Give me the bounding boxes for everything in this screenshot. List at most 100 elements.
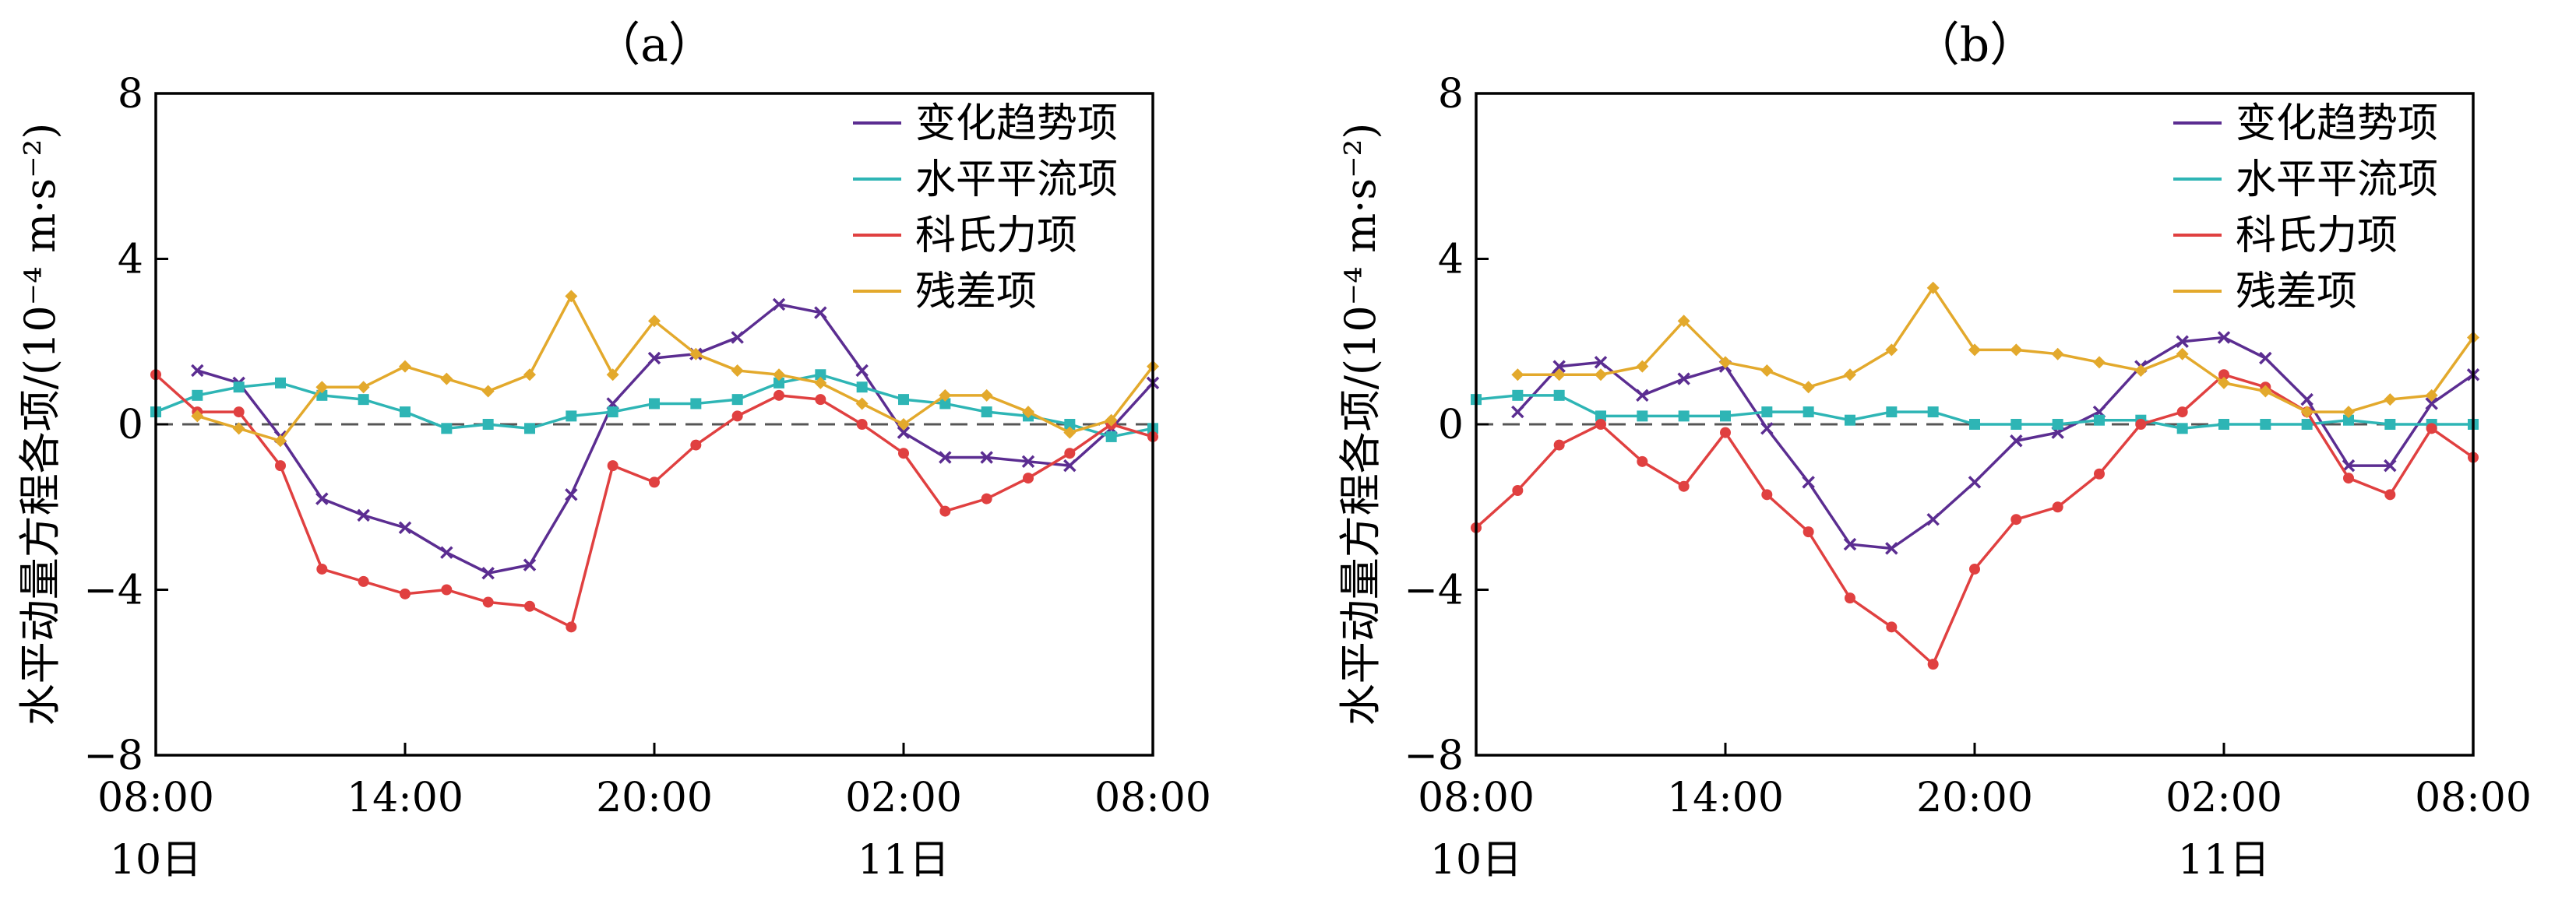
x-date-label: 10日 — [1430, 837, 1522, 884]
data-point — [233, 381, 245, 393]
data-point — [1720, 427, 1731, 438]
y-tick-label: 0 — [1438, 402, 1464, 448]
data-point — [2259, 351, 2272, 365]
data-point — [2134, 364, 2148, 377]
y-tick-label: 8 — [118, 71, 143, 118]
data-point — [357, 508, 370, 522]
y-tick-label: −8 — [83, 733, 143, 779]
data-point — [232, 422, 245, 435]
data-point — [399, 360, 411, 373]
data-point — [1760, 364, 1774, 377]
series-line — [1475, 373, 2475, 666]
y-axis-label: 水平动量方程各项/(10⁻⁴ m·s⁻²) — [16, 123, 65, 726]
data-point — [2384, 489, 2396, 501]
data-point — [1677, 315, 1690, 328]
data-point — [2301, 419, 2313, 430]
panel-title: （b） — [1913, 18, 2036, 72]
data-point — [1105, 413, 1118, 427]
data-point — [398, 521, 412, 535]
data-point — [2259, 385, 2272, 398]
data-point — [2094, 468, 2105, 480]
data-point — [1802, 381, 1815, 394]
series-3 — [191, 290, 1159, 448]
data-point — [814, 376, 827, 389]
series-1 — [1471, 389, 2479, 434]
data-point — [1844, 368, 1856, 381]
data-point — [1552, 360, 1566, 373]
data-point — [2010, 419, 2022, 430]
data-point — [481, 567, 495, 580]
data-point — [1843, 537, 1857, 551]
data-point — [1927, 659, 1939, 670]
legend-label: 变化趋势项 — [915, 100, 1118, 147]
data-point — [1511, 405, 1524, 419]
plot-frame — [1475, 92, 2475, 757]
data-point — [1678, 480, 1690, 492]
data-point — [939, 388, 952, 402]
data-point — [2425, 397, 2438, 410]
data-point — [647, 351, 661, 365]
data-point — [1885, 343, 1898, 357]
data-point — [2218, 419, 2229, 430]
data-point — [1885, 542, 1898, 555]
data-point — [191, 410, 204, 423]
data-point — [1969, 563, 1980, 575]
data-point — [2176, 423, 2188, 434]
series-0 — [1511, 331, 2480, 555]
y-tick-label: 0 — [118, 402, 143, 448]
data-point — [191, 364, 204, 378]
data-point — [607, 406, 618, 418]
data-point — [1926, 512, 1940, 526]
data-point — [400, 406, 411, 418]
plot-frame — [154, 92, 1154, 757]
y-tick-label: −4 — [83, 568, 143, 614]
data-point — [2342, 459, 2356, 473]
data-point — [1022, 406, 1034, 419]
y-tick-label: −8 — [1404, 733, 1464, 779]
data-point — [357, 381, 370, 394]
data-point — [441, 584, 453, 596]
data-point — [1552, 368, 1566, 381]
data-point — [814, 306, 827, 319]
data-point — [2217, 331, 2231, 344]
series-0 — [191, 297, 1160, 580]
data-point — [523, 368, 536, 381]
data-point — [2384, 393, 2397, 406]
data-point — [2300, 406, 2313, 419]
legend-label: 科氏力项 — [915, 213, 1077, 259]
data-point — [1594, 356, 1608, 369]
data-point — [1802, 476, 1815, 489]
data-point — [400, 588, 411, 599]
legend-label: 水平平流项 — [915, 156, 1118, 203]
x-tick-label: 02:00 — [845, 775, 962, 821]
data-point — [855, 397, 869, 410]
data-point — [316, 563, 328, 575]
data-point — [482, 596, 494, 608]
data-point — [275, 377, 286, 388]
data-point — [2176, 335, 2189, 348]
data-point — [566, 621, 577, 633]
data-point — [980, 451, 993, 464]
data-point — [2135, 419, 2147, 430]
data-point — [2426, 423, 2437, 434]
data-point — [481, 385, 495, 398]
data-point — [275, 460, 286, 472]
data-point — [856, 381, 868, 393]
data-point — [689, 347, 703, 360]
series-line — [1517, 336, 2475, 550]
x-date-label: 10日 — [110, 837, 202, 884]
series-1 — [150, 369, 1158, 442]
legend-label: 水平平流项 — [2236, 156, 2438, 203]
data-point — [1760, 422, 1774, 435]
data-point — [565, 290, 578, 303]
data-point — [1636, 388, 1649, 403]
y-tick-label: 8 — [1438, 71, 1464, 118]
data-point — [690, 439, 702, 451]
data-point — [315, 492, 329, 505]
data-point — [1023, 473, 1034, 484]
data-point — [1637, 455, 1648, 467]
data-point — [774, 377, 784, 388]
